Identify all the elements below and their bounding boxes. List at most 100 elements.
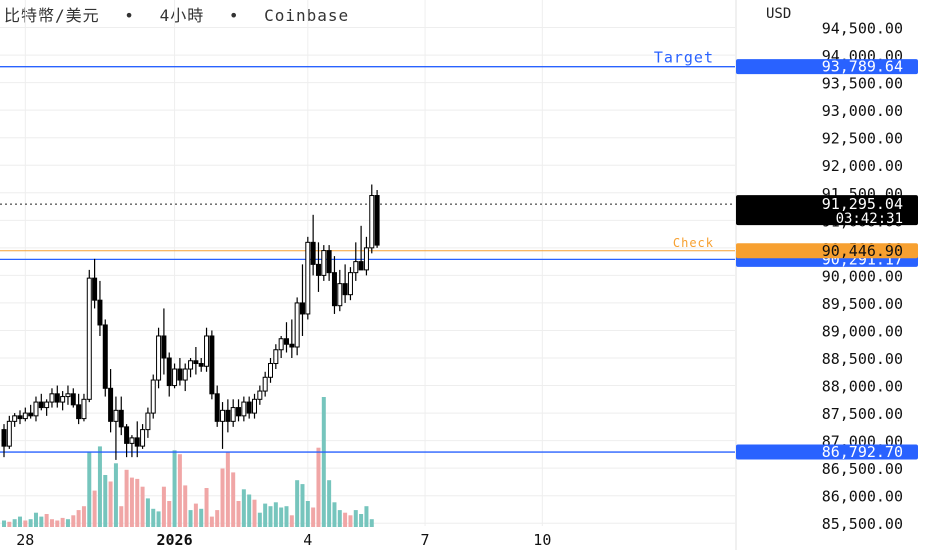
volume-bar (140, 486, 145, 527)
candle-body (177, 368, 183, 381)
volume-bar (7, 521, 12, 527)
candle-body (331, 272, 337, 307)
price-tick-label: 92,500.00 (822, 130, 903, 148)
volume-bar (55, 520, 60, 527)
candle-body (129, 437, 135, 444)
volume-bar (183, 485, 188, 527)
candle-body (172, 368, 178, 387)
volume-bar (220, 468, 225, 527)
volume-bar (273, 502, 278, 527)
candle-body (161, 335, 167, 359)
price-tick-label: 92,000.00 (822, 157, 903, 175)
volume-bar (305, 501, 310, 527)
symbol-name[interactable]: 比特幣/美元 (4, 6, 100, 25)
volume-bar (161, 486, 166, 527)
candle-body (257, 390, 263, 400)
volume-bar (268, 506, 273, 527)
volume-bar (188, 510, 193, 527)
volume-bar (135, 478, 140, 527)
price-tick-label: 86,500.00 (822, 460, 903, 478)
volume-bar (23, 520, 28, 527)
volume-bar (17, 516, 22, 527)
volume-bar (49, 519, 54, 527)
candle-body (124, 426, 130, 444)
line-annotation: Target (654, 49, 714, 67)
candle-body (38, 401, 44, 409)
candle-body (193, 360, 199, 365)
currency-label: USD (766, 6, 791, 22)
volume-bar (252, 499, 257, 527)
price-tag-label: 93,789.64 (822, 58, 903, 76)
price-tick-label: 93,500.00 (822, 75, 903, 93)
volume-bar (204, 488, 209, 527)
volume-bar (337, 510, 342, 527)
candle-body (321, 250, 327, 276)
candle-body (134, 437, 140, 447)
price-tick-label: 90,000.00 (822, 267, 903, 285)
candle-body (17, 415, 23, 420)
volume-bar (311, 507, 316, 527)
candle-body (188, 360, 194, 370)
volume-bar (236, 501, 241, 527)
volume-bar (87, 451, 92, 527)
volume-bar (215, 510, 220, 527)
volume-bar (172, 450, 177, 527)
candle-body (262, 376, 268, 392)
price-tick-label: 88,000.00 (822, 378, 903, 396)
volume-bar (332, 502, 337, 527)
volume-bar (28, 519, 33, 527)
candle-body (305, 241, 311, 315)
volume-bar (321, 397, 326, 527)
candle-body (374, 195, 380, 246)
volume-bar (113, 463, 118, 527)
volume-bar (295, 480, 300, 527)
candle-body (108, 387, 114, 422)
candle-body (81, 398, 87, 420)
candle-body (315, 263, 321, 276)
candle-body (54, 393, 60, 403)
candle-body (273, 349, 279, 365)
line-annotation: Check (673, 236, 714, 250)
interval-label[interactable]: 4小時 (159, 6, 205, 25)
candle-body (214, 393, 220, 422)
volume-bar (231, 472, 236, 527)
price-axis[interactable]: USD94,500.0094,000.0093,500.0093,000.009… (735, 0, 903, 550)
candle-body (236, 407, 242, 417)
candle-body (70, 393, 76, 406)
volume-bar (71, 515, 76, 527)
volume-bar (12, 519, 17, 527)
candle-body (241, 401, 247, 417)
volume-bar (60, 517, 65, 527)
volume-bar (103, 475, 108, 527)
candle-body (28, 412, 34, 417)
candle-body (294, 302, 300, 348)
candle-body (347, 272, 353, 296)
price-tag (736, 59, 918, 75)
volume-bar (241, 489, 246, 527)
candle-body (166, 357, 172, 387)
candle-body (182, 368, 188, 381)
candle-body (145, 412, 151, 431)
volume-bar (92, 490, 97, 527)
candle-body (204, 335, 210, 367)
time-axis[interactable]: 28 2026 4 7 10 (16, 531, 551, 549)
volume-bar (97, 446, 102, 527)
volume-bar (359, 514, 364, 527)
candle-body (44, 401, 50, 409)
candle-body (113, 409, 119, 422)
candle-body (22, 412, 28, 420)
volume-bar (81, 506, 86, 527)
bar-countdown-label: 03:42:31 (836, 211, 903, 227)
candle-body (102, 324, 108, 389)
volume-bar (39, 516, 44, 527)
price-tick-label: 87,500.00 (822, 405, 903, 423)
time-tick-label: 10 (533, 531, 551, 549)
volume-bar (316, 447, 321, 527)
time-tick-label: 2026 (156, 531, 192, 549)
candle-body (198, 363, 204, 367)
price-tick-label: 86,000.00 (822, 488, 903, 506)
candle-body (299, 302, 305, 315)
volume-bar (177, 454, 182, 527)
volume-bar (2, 520, 6, 527)
